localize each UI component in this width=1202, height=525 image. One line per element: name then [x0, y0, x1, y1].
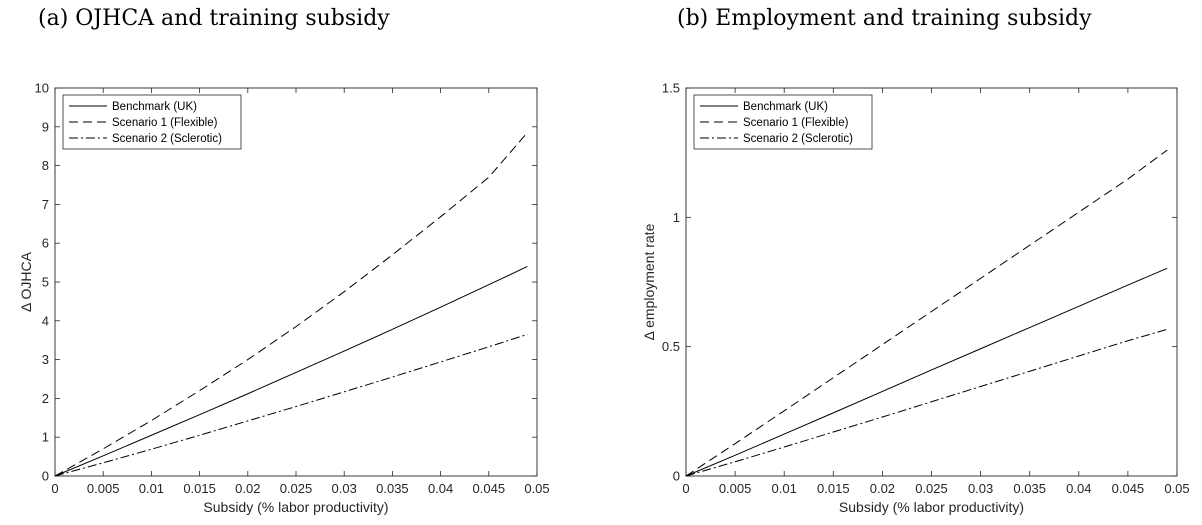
x-tick-label: 0.005 — [87, 481, 120, 496]
legend-label: Scenario 1 (Flexible) — [112, 117, 218, 129]
series-line-dashed — [54, 132, 528, 477]
y-tick-label: 5 — [42, 275, 49, 290]
series-line-dashdot — [685, 328, 1168, 477]
x-tick-label: 0.045 — [473, 481, 506, 496]
y-tick-label: 10 — [35, 81, 49, 96]
legend-label: Scenario 1 (Flexible) — [743, 117, 849, 129]
x-tick-label: 0.05 — [1164, 481, 1189, 496]
x-tick-label: 0.01 — [139, 481, 164, 496]
y-tick-label: 0 — [42, 469, 49, 484]
legend-label: Scenario 2 (Sclerotic) — [112, 133, 222, 145]
legend-label: Benchmark (UK) — [743, 101, 828, 113]
y-tick-label: 1 — [42, 430, 49, 445]
x-tick-label: 0.015 — [817, 481, 850, 496]
legend-label: Benchmark (UK) — [112, 101, 197, 113]
y-tick-label: 9 — [42, 119, 49, 134]
x-tick-label: 0.03 — [332, 481, 357, 496]
x-tick-label: 0.035 — [376, 481, 409, 496]
series-line-solid — [54, 266, 528, 477]
x-axis-label: Subsidy (% labor productivity) — [839, 499, 1024, 515]
chart-a: 0 0.005 0.01 0.015 0.02 0.025 0.03 0.035 0.04 0.0… — [18, 81, 550, 516]
legend-label: Scenario 2 (Sclerotic) — [743, 133, 853, 145]
legend: Benchmark (UK) Scenario 1 (Flexible) Scena… — [62, 94, 242, 150]
y-tick-label: 7 — [42, 197, 49, 212]
series-line-dashdot — [54, 333, 528, 477]
panel-b-title: (b) Employment and training subsidy — [677, 6, 1092, 31]
x-tick-label: 0.025 — [280, 481, 313, 496]
y-tick-label: 1.5 — [662, 81, 680, 96]
legend-box — [62, 94, 242, 150]
x-tick-label: 0.005 — [719, 481, 752, 496]
x-tick-label: 0.03 — [968, 481, 993, 496]
panel-a-title: (a) OJHCA and training subsidy — [38, 6, 390, 31]
x-tick-label: 0.015 — [183, 481, 216, 496]
series-line-solid — [685, 267, 1168, 477]
y-axis-label: Δ employment rate — [641, 223, 657, 340]
x-tick-label: 0 — [51, 481, 58, 496]
x-tick-label: 0.035 — [1013, 481, 1046, 496]
plot-frame — [685, 87, 1178, 477]
x-tick-label: 0.02 — [870, 481, 895, 496]
legend: Benchmark (UK) Scenario 1 (Flexible) Scena… — [693, 94, 873, 150]
x-axis-label: Subsidy (% labor productivity) — [203, 499, 388, 515]
x-tick-label: 0.04 — [428, 481, 453, 496]
chart-b: 0 0.005 0.01 0.015 0.02 0.025 0.03 0.035 0.04 0.0… — [641, 81, 1190, 516]
series-line-dashed — [685, 149, 1168, 477]
x-tick-label: 0.04 — [1066, 481, 1091, 496]
y-tick-label: 6 — [42, 236, 49, 251]
y-tick-label: 2 — [42, 391, 49, 406]
x-tick-label: 0 — [682, 481, 689, 496]
x-tick-label: 0.025 — [915, 481, 948, 496]
y-tick-label: 0.5 — [662, 339, 680, 354]
legend-box — [693, 94, 873, 150]
y-tick-label: 8 — [42, 158, 49, 173]
y-tick-label: 0 — [673, 469, 680, 484]
y-tick-label: 4 — [42, 313, 49, 328]
x-tick-label: 0.05 — [524, 481, 549, 496]
y-tick-label: 1 — [673, 210, 680, 225]
y-tick-label: 3 — [42, 352, 49, 367]
x-tick-label: 0.02 — [235, 481, 260, 496]
x-tick-label: 0.01 — [772, 481, 797, 496]
x-tick-label: 0.045 — [1112, 481, 1145, 496]
plot-frame — [54, 87, 538, 477]
y-axis-label: Δ OJHCA — [18, 251, 34, 312]
